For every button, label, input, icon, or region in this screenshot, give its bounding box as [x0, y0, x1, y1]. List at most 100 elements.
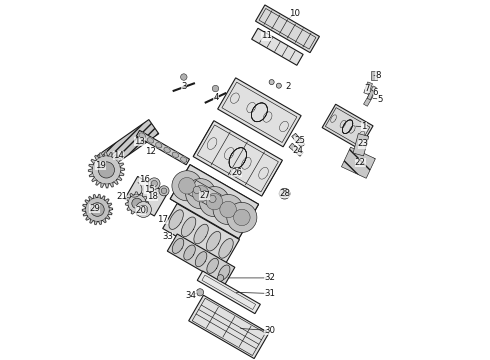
- Text: 23: 23: [358, 139, 368, 148]
- Text: 5: 5: [377, 94, 383, 104]
- Text: 25: 25: [294, 136, 305, 145]
- Circle shape: [148, 178, 160, 189]
- Polygon shape: [97, 120, 159, 170]
- Circle shape: [180, 74, 187, 80]
- Circle shape: [220, 201, 236, 218]
- Text: 16: 16: [139, 175, 150, 184]
- Polygon shape: [125, 192, 148, 215]
- Circle shape: [136, 202, 151, 217]
- Polygon shape: [219, 265, 230, 280]
- Polygon shape: [197, 271, 260, 314]
- Text: 26: 26: [231, 168, 242, 177]
- Polygon shape: [164, 147, 170, 153]
- Polygon shape: [255, 5, 319, 53]
- Text: 18: 18: [147, 192, 158, 201]
- Circle shape: [201, 191, 208, 198]
- Polygon shape: [193, 121, 282, 196]
- Text: 12: 12: [145, 148, 156, 156]
- Circle shape: [199, 186, 229, 217]
- Text: 17: 17: [157, 215, 169, 224]
- Circle shape: [279, 188, 290, 199]
- Text: 2: 2: [286, 82, 291, 91]
- Polygon shape: [370, 71, 377, 80]
- Polygon shape: [170, 165, 259, 239]
- Circle shape: [232, 167, 241, 177]
- Text: 32: 32: [264, 274, 275, 282]
- Polygon shape: [367, 86, 376, 100]
- Polygon shape: [188, 180, 221, 208]
- Circle shape: [159, 186, 169, 196]
- Circle shape: [179, 177, 195, 194]
- Circle shape: [276, 83, 281, 88]
- Circle shape: [151, 180, 157, 187]
- Polygon shape: [292, 133, 305, 148]
- Polygon shape: [289, 143, 303, 156]
- Polygon shape: [322, 104, 373, 149]
- Polygon shape: [184, 245, 196, 260]
- Circle shape: [139, 205, 148, 214]
- Text: 11: 11: [261, 31, 272, 40]
- Polygon shape: [342, 147, 375, 178]
- Polygon shape: [252, 28, 303, 65]
- Circle shape: [269, 80, 274, 85]
- Polygon shape: [206, 231, 220, 251]
- Circle shape: [132, 198, 142, 208]
- Circle shape: [227, 202, 257, 233]
- Circle shape: [193, 185, 209, 202]
- Text: 1: 1: [361, 122, 367, 131]
- Polygon shape: [88, 152, 124, 188]
- Text: 3: 3: [181, 82, 187, 91]
- Text: 29: 29: [89, 204, 100, 213]
- Polygon shape: [181, 217, 196, 237]
- Text: 20: 20: [135, 206, 146, 215]
- Polygon shape: [219, 239, 233, 258]
- Text: 31: 31: [264, 289, 275, 298]
- Circle shape: [161, 188, 167, 194]
- Text: 27: 27: [199, 191, 210, 199]
- Polygon shape: [170, 165, 259, 239]
- Polygon shape: [163, 203, 240, 265]
- Text: 6: 6: [372, 88, 378, 97]
- Polygon shape: [180, 157, 187, 162]
- Circle shape: [91, 203, 104, 216]
- Text: 8: 8: [375, 71, 381, 80]
- Circle shape: [234, 209, 250, 226]
- Text: 15: 15: [144, 184, 155, 194]
- Text: 4: 4: [214, 93, 219, 102]
- Text: 7: 7: [365, 84, 370, 93]
- Text: 10: 10: [289, 9, 300, 18]
- Text: 24: 24: [293, 145, 304, 155]
- Text: 21: 21: [117, 192, 127, 201]
- Text: 22: 22: [355, 158, 366, 167]
- Circle shape: [217, 275, 224, 281]
- Text: 14: 14: [113, 151, 124, 160]
- Polygon shape: [169, 210, 183, 229]
- Polygon shape: [364, 91, 375, 106]
- Circle shape: [193, 186, 200, 193]
- Polygon shape: [82, 194, 113, 225]
- Polygon shape: [364, 82, 372, 94]
- Polygon shape: [172, 238, 184, 253]
- Circle shape: [209, 195, 216, 202]
- Text: 33: 33: [162, 233, 173, 241]
- Polygon shape: [194, 224, 208, 244]
- Circle shape: [213, 194, 243, 225]
- Polygon shape: [125, 176, 167, 216]
- Polygon shape: [147, 138, 153, 143]
- Circle shape: [212, 85, 219, 92]
- Polygon shape: [139, 133, 146, 138]
- Circle shape: [186, 179, 216, 209]
- Circle shape: [196, 289, 204, 296]
- Text: 19: 19: [95, 161, 106, 170]
- Polygon shape: [167, 234, 235, 284]
- Polygon shape: [172, 152, 178, 158]
- Text: 30: 30: [264, 326, 275, 335]
- Polygon shape: [207, 258, 219, 273]
- Polygon shape: [136, 130, 190, 165]
- Circle shape: [282, 191, 288, 197]
- Circle shape: [98, 162, 115, 178]
- Polygon shape: [353, 134, 369, 156]
- Polygon shape: [218, 78, 301, 147]
- Text: 34: 34: [186, 291, 196, 300]
- Text: 28: 28: [279, 189, 290, 198]
